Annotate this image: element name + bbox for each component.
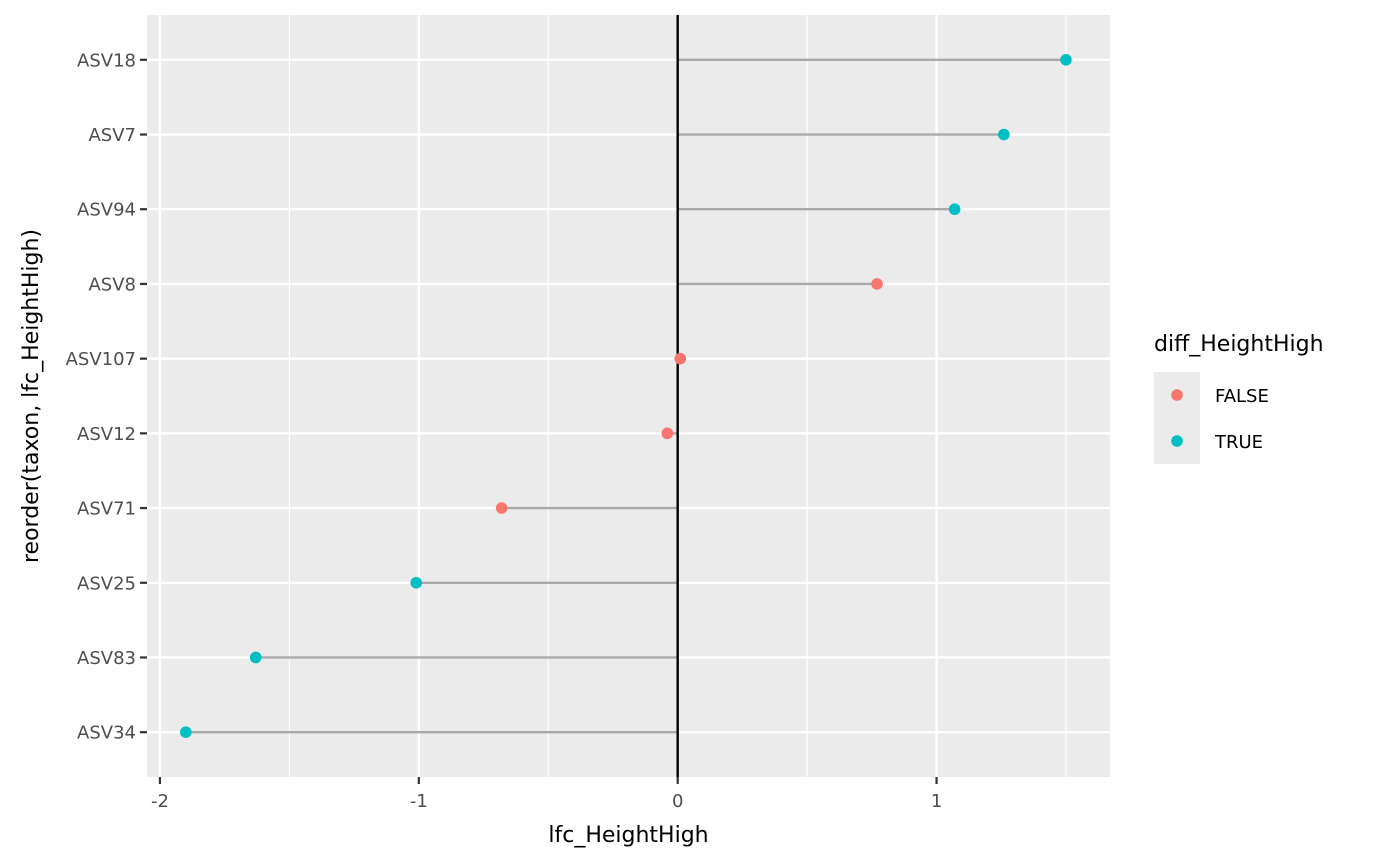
legend: diff_HeightHigh FALSE TRUE bbox=[1154, 332, 1324, 464]
point-asv34 bbox=[180, 726, 192, 738]
point-asv7 bbox=[998, 128, 1010, 141]
point-asv12 bbox=[661, 427, 674, 440]
y-tick-label-asv7: ASV7 bbox=[88, 125, 136, 146]
data-points bbox=[180, 54, 1072, 738]
x-tick-label: -2 bbox=[151, 791, 169, 812]
y-tick-label-asv12: ASV12 bbox=[77, 424, 136, 445]
point-asv83 bbox=[249, 651, 262, 664]
point-asv71 bbox=[495, 502, 508, 514]
y-tick-label-asv107: ASV107 bbox=[66, 349, 136, 370]
legend-label-true: TRUE bbox=[1214, 432, 1263, 453]
legend-key-background bbox=[1154, 372, 1200, 464]
y-tick-label-asv94: ASV94 bbox=[77, 200, 136, 221]
point-asv107 bbox=[674, 352, 687, 365]
y-tick-label-asv71: ASV71 bbox=[77, 499, 136, 520]
y-tick-label-asv8: ASV8 bbox=[88, 274, 136, 295]
legend-label-false: FALSE bbox=[1215, 386, 1269, 407]
point-asv94 bbox=[948, 203, 961, 216]
x-tick-label: 1 bbox=[931, 791, 942, 812]
x-tick-label: 0 bbox=[672, 791, 683, 812]
plot-panel bbox=[147, 15, 1110, 777]
y-axis-title: reorder(taxon, lfc_HeightHigh) bbox=[19, 229, 44, 563]
point-asv8 bbox=[871, 278, 883, 290]
legend-title: diff_HeightHigh bbox=[1154, 332, 1324, 357]
y-tick-label-asv18: ASV18 bbox=[77, 50, 136, 71]
y-tick-label-asv25: ASV25 bbox=[77, 573, 136, 594]
y-tick-label-asv83: ASV83 bbox=[77, 648, 136, 669]
point-asv25 bbox=[410, 576, 423, 589]
x-axis-title: lfc_HeightHigh bbox=[548, 823, 708, 848]
x-tick-label: -1 bbox=[410, 791, 428, 812]
y-tick-label-asv34: ASV34 bbox=[77, 723, 136, 744]
point-asv18 bbox=[1060, 54, 1072, 66]
legend-key-false bbox=[1171, 389, 1183, 401]
y-axis: ASV18 ASV7 ASV94 ASV8 ASV107 ASV12 ASV71 ASV25 A… bbox=[66, 50, 147, 744]
legend-key-true bbox=[1171, 435, 1183, 447]
x-axis: -2 -1 0 1 bbox=[151, 777, 942, 812]
